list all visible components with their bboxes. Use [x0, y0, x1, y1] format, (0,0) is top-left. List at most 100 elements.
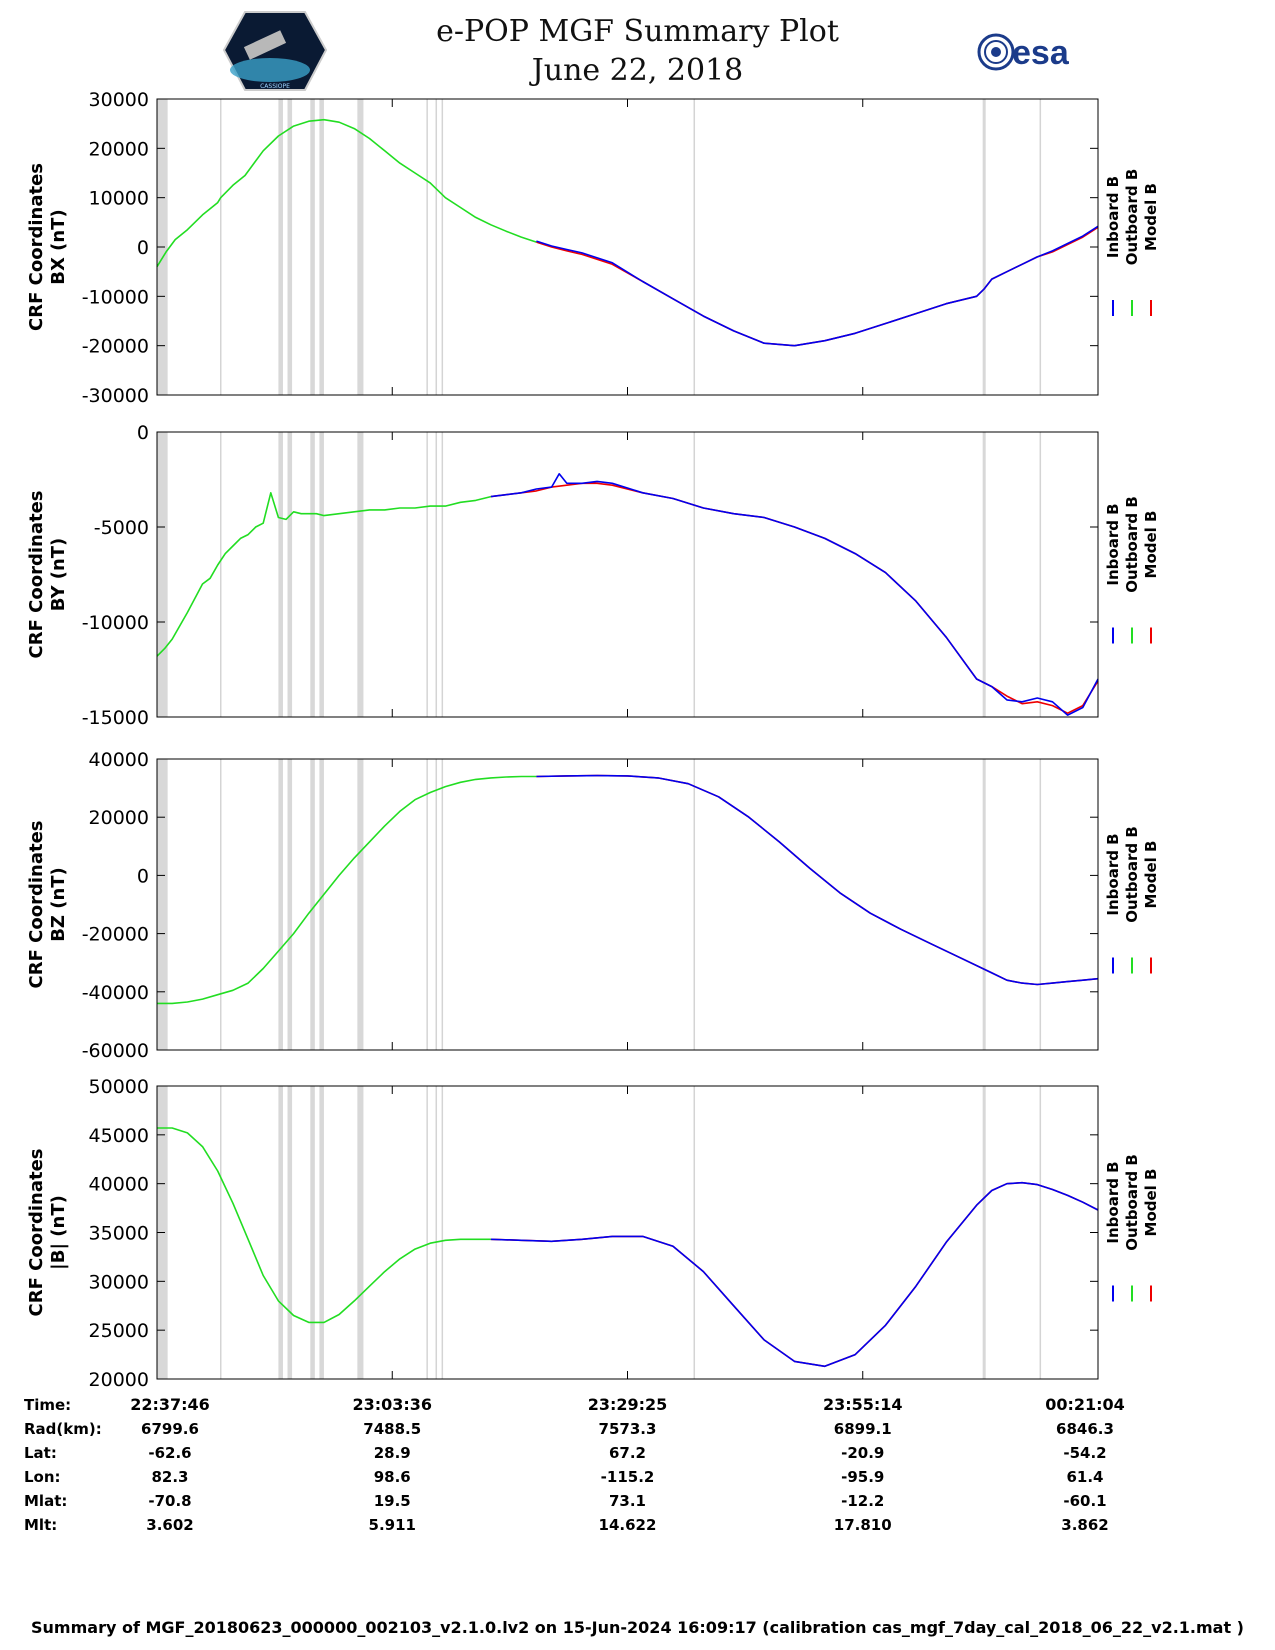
legend-label-inboard-b: Inboard B	[1104, 176, 1122, 258]
data-gap-band	[319, 759, 324, 1050]
series-model-b	[536, 774, 1099, 986]
orbit-cell: -95.9	[841, 1468, 884, 1486]
y-tick-label: 20000	[89, 807, 149, 829]
legend-label-model-b: Model B	[1142, 1169, 1160, 1237]
orbit-cell: 61.4	[1066, 1468, 1103, 1486]
panel-2: 0 -5000 -10000 -15000 CRF Coordinates BY (nT)…	[26, 422, 1160, 729]
orbit-cell: -115.2	[601, 1468, 655, 1486]
y-tick-label: 30000	[89, 89, 149, 111]
data-gap-band	[357, 1086, 364, 1379]
orbit-cell: 5.911	[369, 1516, 416, 1534]
y-tick-label: 20000	[89, 138, 149, 160]
y-tick-label: -20000	[82, 336, 149, 358]
y-axis-label: BY (nT)	[48, 538, 69, 612]
data-gap-band	[278, 759, 283, 1050]
y-tick-label: 25000	[89, 1320, 149, 1342]
y-axis-label: CRF Coordinates	[26, 163, 47, 331]
legend-label-outboard-b: Outboard B	[1123, 496, 1141, 593]
x-tick-time-label: 23:03:36	[352, 1395, 432, 1414]
orbit-cell: -60.1	[1063, 1492, 1106, 1510]
orbit-cell: 6799.6	[141, 1420, 199, 1438]
data-gap-band	[157, 432, 168, 717]
legend-label-model-b: Model B	[1142, 511, 1160, 579]
y-tick-label: 0	[137, 865, 149, 887]
orbit-cell: -70.8	[148, 1492, 191, 1510]
orbit-cell: 19.5	[374, 1492, 411, 1510]
data-gap-band	[310, 432, 315, 717]
series-model-b	[490, 1181, 1099, 1368]
y-tick-label: 10000	[89, 188, 149, 210]
data-gap-band	[310, 99, 315, 395]
orbit-cell: 3.862	[1061, 1516, 1108, 1534]
data-gap-band	[310, 759, 315, 1050]
y-tick-label: -10000	[82, 286, 149, 308]
y-tick-label: -30000	[82, 385, 149, 407]
orbit-info-table: Time: Rad(km): Lat: Lon: Mlat: Mlt: 22:37:46 67…	[24, 1395, 1125, 1534]
axes-frame	[156, 758, 1099, 1051]
legend-label-outboard-b: Outboard B	[1123, 826, 1141, 923]
legend-label-inboard-b: Inboard B	[1104, 1161, 1122, 1243]
y-axis-label: BZ (nT)	[48, 867, 69, 942]
data-gap-band	[982, 99, 986, 395]
y-axis-label: BX (nT)	[48, 209, 69, 284]
esa-logo-text: esa	[1012, 34, 1070, 72]
data-gap-band	[310, 1086, 315, 1379]
orbit-row-label: Lon:	[24, 1468, 61, 1486]
legend-label-inboard-b: Inboard B	[1104, 503, 1122, 585]
y-tick-label: -10000	[82, 612, 149, 634]
series-inboard-b	[536, 225, 1099, 347]
axes-frame	[156, 98, 1099, 396]
orbit-row-label: Mlt:	[24, 1516, 57, 1534]
data-gap-band	[357, 99, 364, 395]
y-tick-label: -40000	[82, 982, 149, 1004]
y-tick-label: 40000	[89, 749, 149, 771]
orbit-cell: 28.9	[374, 1444, 411, 1462]
y-tick-label: 40000	[89, 1174, 149, 1196]
series-inboard-b	[536, 774, 1099, 986]
orbit-cell: -20.9	[841, 1444, 884, 1462]
series-outboard-b	[156, 118, 537, 268]
series-model-b	[536, 226, 1099, 347]
legend-label-outboard-b: Outboard B	[1123, 169, 1141, 266]
legend-label-outboard-b: Outboard B	[1123, 1154, 1141, 1251]
orbit-row-label: Time:	[24, 1396, 71, 1414]
y-tick-label: -20000	[82, 924, 149, 946]
series-inboard-b	[490, 1181, 1099, 1368]
panel-3: 40000 20000 0 -20000 -40000 -60000 CRF Coordin…	[26, 749, 1160, 1062]
orbit-cell: 14.622	[599, 1516, 657, 1534]
data-gap-band	[982, 1086, 986, 1379]
series-outboard-b	[156, 491, 492, 657]
data-gap-band	[982, 759, 986, 1050]
series-inboard-b	[490, 472, 1099, 716]
x-tick-time-label: 00:21:04	[1045, 1395, 1125, 1414]
y-tick-label: -5000	[94, 517, 149, 539]
data-gap-band	[982, 432, 986, 717]
panel-1: 30000 20000 10000 0 -10000 -20000 -30000 CRF Co…	[26, 89, 1160, 407]
cassiope-logo-text: CASSIOPE	[260, 83, 290, 90]
orbit-row-label: Lat:	[24, 1444, 57, 1462]
orbit-cell: 82.3	[151, 1468, 188, 1486]
axes-frame	[156, 431, 1099, 718]
series-outboard-b	[157, 775, 537, 1005]
plot-title: e-POP MGF Summary Plot	[436, 14, 839, 49]
y-tick-label: -15000	[82, 707, 149, 729]
data-gap-band	[319, 432, 324, 717]
x-tick-time-label: 22:37:46	[130, 1395, 210, 1414]
series-model-b	[490, 482, 1099, 715]
orbit-cell: 6846.3	[1056, 1420, 1114, 1438]
orbit-cell: 67.2	[609, 1444, 646, 1462]
orbit-cell: -62.6	[148, 1444, 191, 1462]
orbit-cell: -54.2	[1063, 1444, 1106, 1462]
y-axis-label: CRF Coordinates	[26, 491, 47, 659]
legend-label-inboard-b: Inboard B	[1104, 833, 1122, 915]
data-gap-band	[319, 1086, 324, 1379]
data-gap-band	[357, 432, 364, 717]
orbit-cell: 6899.1	[834, 1420, 892, 1438]
orbit-row-label: Mlat:	[24, 1492, 67, 1510]
series-outboard-b	[157, 1127, 491, 1324]
data-gap-band	[357, 759, 364, 1050]
legend-label-model-b: Model B	[1142, 841, 1160, 909]
y-tick-label: 0	[137, 422, 149, 444]
cassiope-logo: CASSIOPE	[222, 11, 328, 91]
